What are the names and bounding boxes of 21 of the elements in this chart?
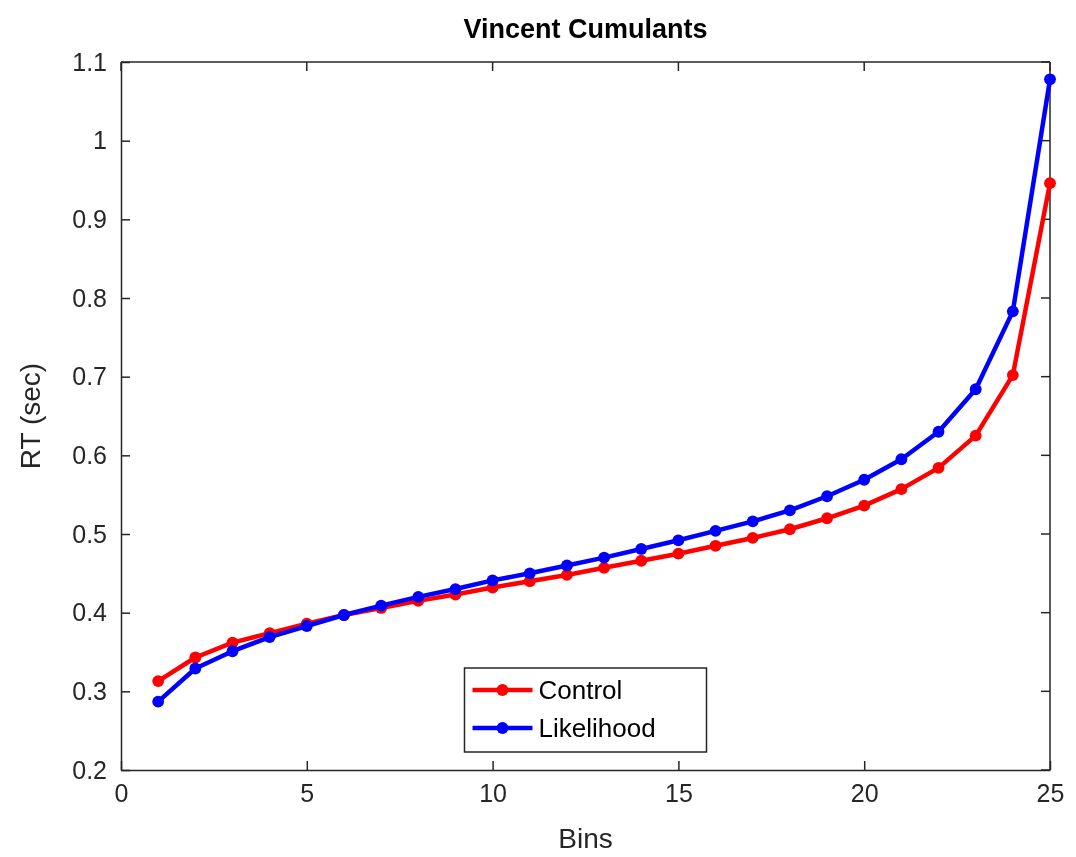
x-tick-label: 25	[1036, 778, 1065, 807]
y-tick-label: 0.6	[72, 440, 107, 469]
x-axis-title: Bins	[558, 823, 613, 854]
y-tick-label: 0.2	[72, 755, 107, 784]
x-tick-label: 20	[850, 778, 879, 807]
chart-title: Vincent Cumulants	[463, 14, 708, 44]
x-tick-label: 15	[664, 778, 693, 807]
y-tick-label: 0.3	[72, 676, 107, 705]
y-tick-label: 0.4	[72, 598, 108, 627]
y-tick-label: 0.7	[72, 362, 107, 391]
x-tick-label: 5	[300, 778, 315, 807]
y-tick-label: 1.1	[72, 47, 107, 76]
y-tick-label: 0.5	[72, 519, 107, 548]
x-tick-label: 10	[479, 778, 508, 807]
y-axis-title: RT (sec)	[15, 362, 46, 470]
x-tick-label: 0	[114, 778, 129, 807]
y-tick-label: 0.8	[72, 283, 107, 312]
legend-label: Likelihood	[538, 713, 656, 743]
legend-label: Control	[538, 675, 623, 705]
y-tick-label: 1	[93, 126, 107, 155]
y-tick-label: 0.9	[72, 204, 107, 233]
